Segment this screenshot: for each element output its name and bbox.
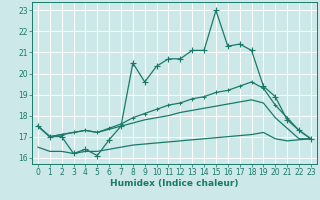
- X-axis label: Humidex (Indice chaleur): Humidex (Indice chaleur): [110, 179, 239, 188]
